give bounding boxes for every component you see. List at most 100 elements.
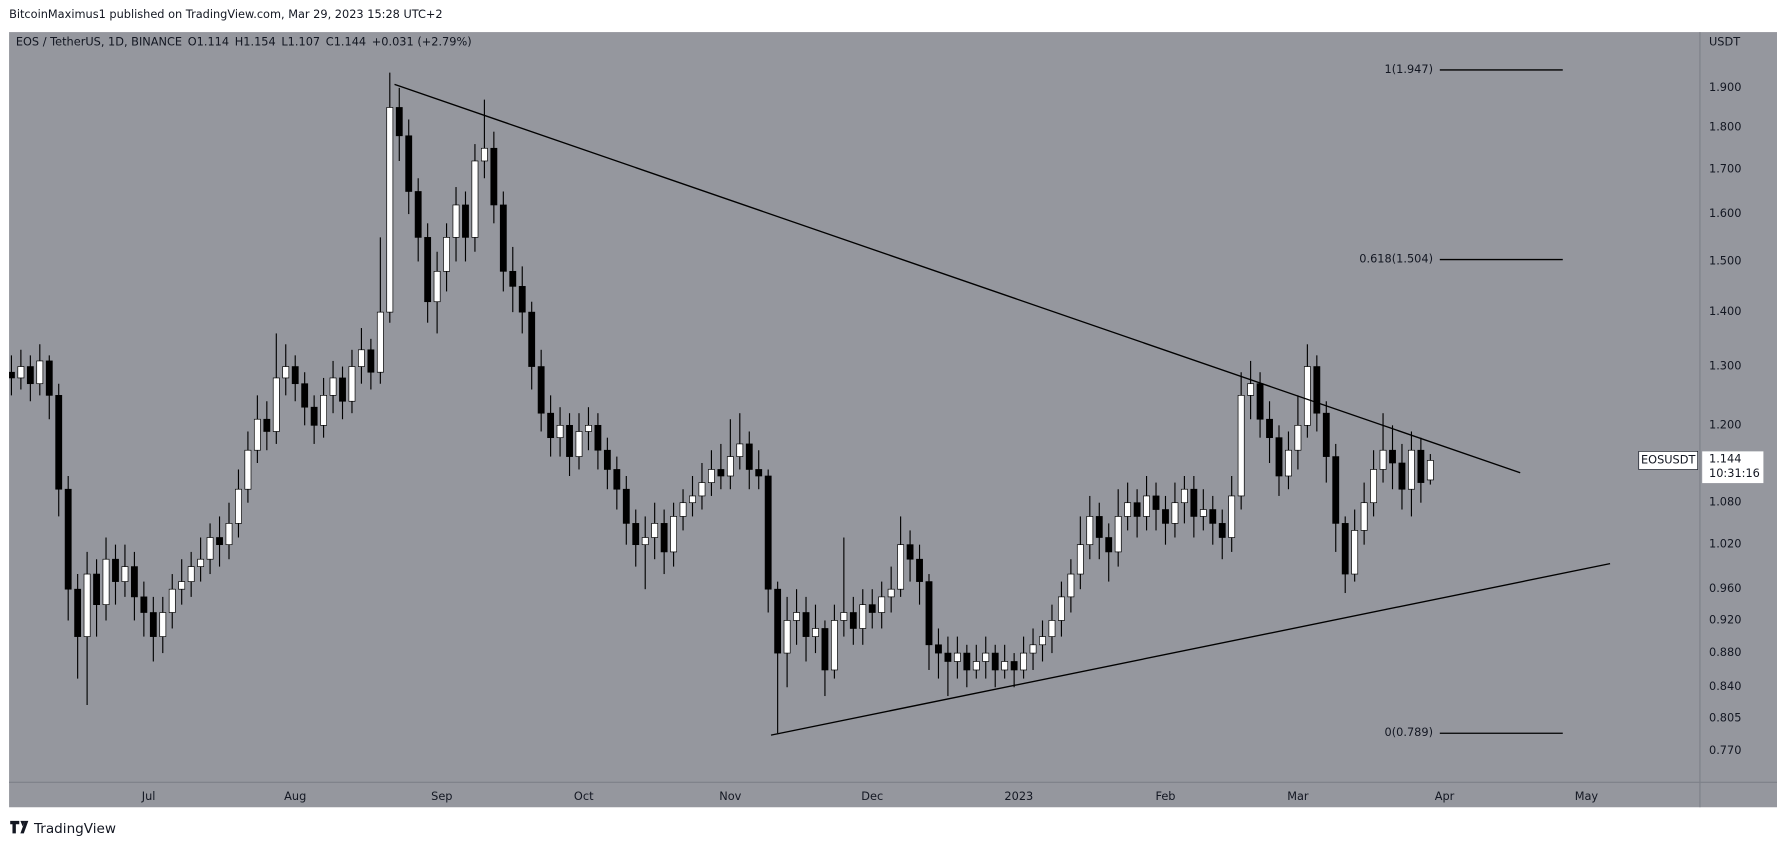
candle-body [64, 488, 72, 590]
candle-body [972, 661, 980, 671]
y-tick-label: 1.700 [1709, 162, 1741, 176]
candle-body [1294, 424, 1302, 451]
candle-body [1313, 366, 1321, 414]
fib-label: 0(0.789) [1385, 725, 1433, 739]
x-tick-label: Oct [574, 789, 594, 803]
candle-body [849, 612, 857, 629]
x-tick-label: Apr [1435, 789, 1455, 803]
candle-body [1124, 502, 1132, 517]
candle-body [112, 558, 119, 582]
y-tick-label: 1.600 [1709, 206, 1741, 220]
candle-body [897, 544, 905, 590]
candle-body [830, 620, 838, 671]
y-tick-label: 1.300 [1709, 359, 1741, 373]
candle-body [736, 443, 744, 457]
candle-body [868, 604, 876, 613]
candle-body [821, 628, 829, 671]
candle-body [187, 566, 195, 582]
candle-body [272, 377, 280, 432]
candle-body [395, 107, 403, 137]
candle-body [1426, 460, 1434, 481]
candle-body [1133, 502, 1141, 517]
candle-body [1275, 437, 1283, 477]
candle-body [1114, 516, 1122, 553]
candle-body [878, 596, 886, 613]
x-tick-label: Nov [719, 789, 741, 803]
candle-body [906, 544, 914, 560]
candle-body [641, 537, 649, 546]
fib-label: 1(1.947) [1385, 62, 1433, 76]
trendline [394, 83, 1521, 474]
candle-body [1417, 449, 1425, 483]
y-tick-label: 1.500 [1709, 253, 1741, 267]
candle-body [55, 395, 63, 490]
candle-body [991, 652, 999, 671]
y-tick-label: 1.080 [1709, 495, 1741, 509]
candle-body [660, 523, 668, 553]
candle-body [102, 558, 110, 605]
candle-body [1199, 509, 1207, 517]
candle-body [802, 612, 810, 637]
candle-body [320, 395, 328, 426]
candle-body [168, 588, 176, 613]
candle-body [480, 147, 488, 162]
countdown: 10:31:16 [1709, 466, 1760, 480]
candle-body [518, 286, 526, 313]
candle-body [547, 412, 555, 439]
candle-body [708, 469, 715, 483]
y-tick-label: 1.200 [1709, 417, 1741, 431]
candle-body [1001, 661, 1009, 671]
candle-body [405, 135, 413, 192]
candle-body [159, 612, 167, 637]
ohlc: H1.154 [235, 34, 276, 48]
candle-body [509, 270, 517, 287]
candle-body [1180, 488, 1188, 504]
candle-body [178, 581, 186, 590]
x-tick-label: Aug [284, 789, 306, 803]
candle-body [1218, 523, 1226, 538]
candle-body [414, 191, 422, 238]
candle-body [944, 652, 952, 662]
candle-body [1237, 395, 1245, 497]
candle-body [1095, 516, 1103, 538]
candle-body [225, 523, 233, 546]
candle-body [1228, 495, 1236, 538]
candle-body [1010, 661, 1018, 671]
candle-body [301, 383, 309, 408]
y-unit: USDT [1709, 34, 1740, 48]
candle-body [594, 424, 602, 451]
candle-body [253, 418, 261, 451]
candle-body [376, 311, 384, 373]
candle-body [244, 449, 252, 490]
brand: TradingView [33, 821, 116, 837]
candle-body [471, 160, 479, 238]
candle-body [632, 523, 640, 546]
candle-body [793, 612, 800, 621]
candle-body [216, 537, 223, 546]
candle-body [235, 488, 242, 524]
symbol: EOS / TetherUS, 1D, BINANCE [16, 34, 182, 48]
y-tick-label: 1.900 [1709, 80, 1741, 94]
candle-body [755, 469, 763, 477]
candle-body [1256, 383, 1264, 420]
candle-body [1020, 652, 1028, 671]
ohlc: L1.107 [281, 34, 320, 48]
fib-label: 0.618(1.504) [1359, 252, 1433, 266]
candle-body [783, 620, 791, 654]
last-price-box [1702, 451, 1764, 484]
candle-body [840, 612, 848, 621]
candle-body [443, 237, 450, 272]
candle-body [462, 204, 469, 238]
candle-body [263, 418, 271, 432]
candle-body [764, 475, 772, 590]
candle-body [1152, 495, 1160, 510]
candle-body [1398, 462, 1406, 490]
candle-body [17, 366, 25, 379]
candle-body [963, 652, 971, 671]
x-tick-label: Feb [1155, 789, 1175, 803]
candle-body [812, 628, 819, 637]
candle-body [1322, 412, 1330, 457]
price-label-box [1638, 451, 1699, 470]
candle-body [698, 482, 706, 497]
y-tick-label: 0.840 [1709, 679, 1741, 693]
